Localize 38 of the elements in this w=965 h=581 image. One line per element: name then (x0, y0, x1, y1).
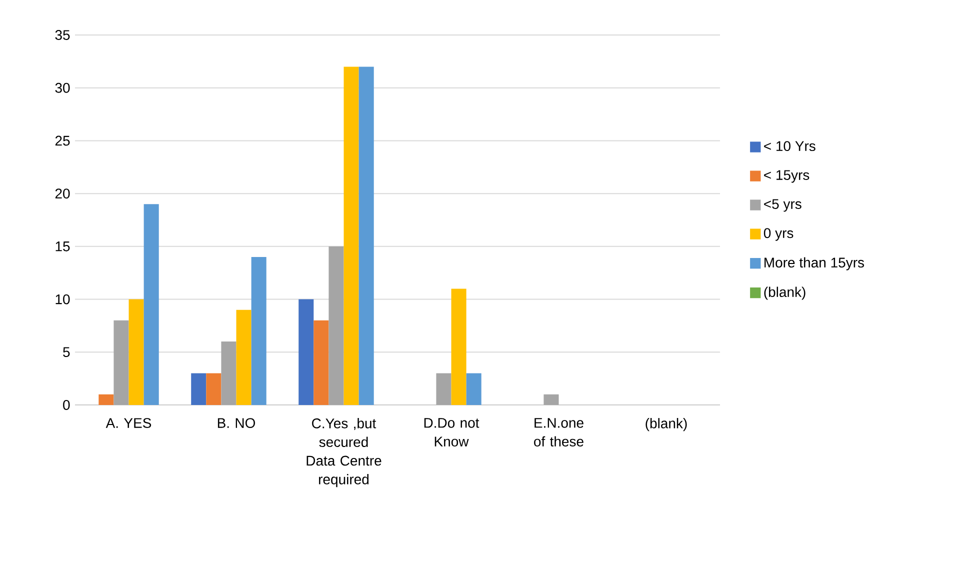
x-tick-label: D.Do not Know (424, 418, 480, 446)
bar (436, 373, 452, 405)
bar (191, 373, 206, 405)
bar (98, 394, 114, 405)
bar (328, 246, 344, 405)
y-tick-label: 25 (55, 136, 70, 146)
bar (128, 299, 144, 405)
x-tick-label: E.N.one of these (534, 418, 584, 446)
bar (358, 66, 374, 405)
legend-label: < 10 Yrs (764, 141, 816, 152)
bar (144, 204, 159, 405)
bar (544, 394, 559, 405)
y-tick-label: 20 (55, 188, 70, 199)
bar (466, 373, 482, 405)
y-tick-label: 5 (63, 347, 70, 358)
bar (236, 310, 252, 405)
bar (114, 320, 129, 405)
legend-label: < 15yrs (764, 170, 810, 183)
y-tick-label: 10 (56, 294, 70, 304)
x-tick-label: A. YES (106, 418, 152, 428)
legend-label: <5 yrs (764, 199, 802, 212)
bar (298, 299, 314, 405)
y-tick-label: 30 (55, 82, 70, 93)
legend-label: (blank) (764, 286, 806, 300)
bar (206, 373, 222, 405)
bar (344, 66, 359, 405)
bar (221, 342, 236, 405)
legend-label: More than 15yrs (764, 257, 864, 270)
bar (251, 256, 266, 405)
x-tick-label: C.Yes ,but secured Data Centre required (306, 418, 382, 488)
bar (314, 320, 329, 405)
x-tick-label: (blank) (646, 418, 687, 432)
legend-label: 0 yrs (764, 228, 794, 241)
y-tick-label: 0 (63, 400, 70, 410)
bar (451, 288, 466, 405)
y-tick-label: 35 (55, 30, 70, 40)
y-tick-label: 15 (56, 242, 70, 252)
x-tick-label: B. NO (218, 418, 256, 428)
